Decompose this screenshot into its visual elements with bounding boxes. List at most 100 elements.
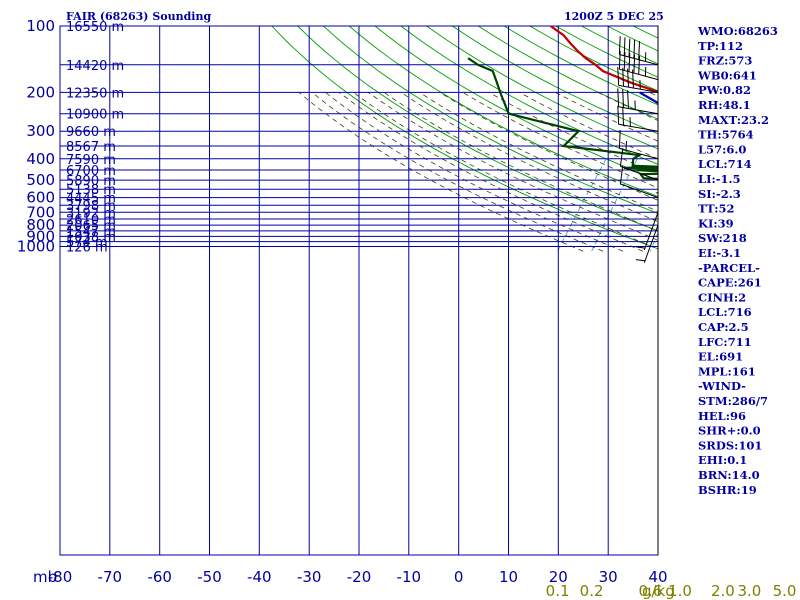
pressure-tick-label: 800	[26, 216, 55, 234]
index-entry: CAP:2.5	[698, 320, 749, 334]
mixing-ratio-label: 0.6	[638, 582, 662, 600]
temperature-tick-label: 40	[648, 568, 667, 586]
height-label: 1547 m	[66, 225, 116, 240]
wind-barb	[617, 66, 659, 93]
height-label: 6700 m	[66, 164, 116, 179]
wind-barb	[617, 105, 659, 132]
pressure-tick-label: 500	[26, 171, 55, 189]
index-entry: CINH:2	[698, 290, 746, 304]
height-label: 2065 m	[66, 219, 116, 234]
height-label: 9660 m	[66, 125, 116, 140]
height-label: 7590 m	[66, 153, 116, 168]
index-entry: -WIND-	[698, 379, 746, 393]
mixing-ratio-label: 0.1	[546, 582, 570, 600]
pressure-tick-label: 400	[26, 150, 55, 168]
temperature-tick-label: 20	[549, 568, 568, 586]
height-label: 4445 m	[66, 192, 116, 207]
index-entry: SI:-2.3	[698, 187, 741, 201]
mixing-ratio-label: 2.0	[711, 582, 735, 600]
mixing-ratio-line	[557, 158, 607, 252]
index-entry: TH:5764	[698, 128, 754, 142]
moist-adiabat	[311, 92, 604, 252]
wind-barb	[618, 50, 659, 81]
pressure-tick-label: 300	[26, 122, 55, 140]
pressure-tick-label: 700	[26, 203, 55, 221]
wind-barb	[618, 36, 659, 66]
height-label: 2610 m	[66, 213, 116, 228]
wind-barb	[618, 129, 659, 160]
stability-indices-panel: WMO:68263TP:112FRZ:573WB0:641PW:0.82RH:4…	[697, 24, 778, 497]
temperature-tick-label: -60	[147, 568, 172, 586]
wind-barb	[619, 148, 659, 181]
index-entry: KI:39	[698, 216, 734, 230]
temperature-tick-label: 10	[499, 568, 518, 586]
index-entry: -PARCEL-	[698, 261, 760, 275]
moist-adiabat	[353, 92, 658, 250]
dry-adiabat	[297, 26, 658, 232]
dewpoint-profile	[467, 57, 658, 194]
index-entry: EHI:0.1	[698, 453, 747, 467]
index-entry: SHR+:0.0	[698, 424, 761, 438]
index-entry: L57:6.0	[698, 142, 746, 156]
height-label: 3798 m	[66, 199, 116, 214]
index-entry: WB0:641	[697, 68, 757, 82]
dry-adiabat	[478, 26, 658, 120]
moist-adiabat	[519, 92, 658, 160]
pressure-tick-label: 100	[26, 17, 55, 35]
mixing-ratio-unit: g/kg	[642, 582, 675, 600]
height-label: 10900 m	[66, 108, 124, 123]
temperature-tick-label: -70	[98, 568, 123, 586]
wind-barb	[635, 224, 659, 263]
index-entry: LI:-1.5	[698, 172, 741, 186]
temperature-tick-label: -40	[247, 568, 272, 586]
temperature-tick-label: 30	[599, 568, 618, 586]
chart-title: FAIR (68263) Sounding	[66, 10, 211, 23]
temperature-profile	[549, 26, 658, 93]
sounding-curves	[467, 26, 658, 194]
index-entry: MPL:161	[698, 364, 756, 378]
index-entry: FRZ:573	[698, 54, 752, 68]
wind-barb	[619, 165, 659, 199]
height-label: 3192 m	[66, 206, 116, 221]
height-label: 1038 m	[66, 230, 116, 245]
index-entry: BSHR:19	[698, 483, 757, 497]
wind-barb	[635, 212, 659, 251]
dry-adiabat	[400, 26, 658, 165]
index-entry: MAXT:23.2	[698, 113, 769, 127]
temperature-tick-label: -20	[347, 568, 372, 586]
moist-adiabat	[298, 92, 584, 252]
wind-barbs	[617, 26, 659, 555]
pressure-tick-label: 1000	[17, 238, 55, 256]
temperature-tick-label: -30	[297, 568, 322, 586]
height-label: 5890 m	[66, 174, 116, 189]
index-entry: EI:-3.1	[698, 246, 741, 260]
index-entry: CAPE:261	[698, 276, 762, 290]
moist-adiabat	[439, 92, 658, 201]
dry-adiabat	[426, 26, 658, 150]
mixing-ratio-label: 3.0	[737, 582, 761, 600]
mixing-ratio-label: 0.2	[580, 582, 604, 600]
temperature-tick-label: -50	[197, 568, 222, 586]
mixing-ratio-label: 5.0	[773, 582, 797, 600]
index-entry: PW:0.82	[698, 83, 751, 97]
index-entry: TT:52	[698, 202, 735, 216]
index-entry: SRDS:101	[698, 438, 762, 452]
wind-barb	[617, 88, 659, 115]
mixing-ratio-label: 1.0	[668, 582, 692, 600]
dry-adiabat	[271, 26, 658, 250]
moist-adiabat	[325, 92, 624, 252]
index-entry: LCL:714	[698, 157, 752, 171]
pressure-tick-label: 600	[26, 189, 55, 207]
pressure-tick-label: 200	[26, 83, 55, 101]
index-entry: LFC:711	[698, 335, 752, 349]
height-label: 8567 m	[66, 140, 116, 155]
index-entry: STM:286/7	[698, 394, 768, 408]
index-entry: WMO:68263	[697, 24, 778, 38]
height-label: 5138 m	[66, 183, 116, 198]
index-entry: HEL:96	[698, 409, 746, 423]
height-label: 16550 m	[66, 20, 124, 35]
index-entry: BRN:14.0	[698, 468, 760, 482]
